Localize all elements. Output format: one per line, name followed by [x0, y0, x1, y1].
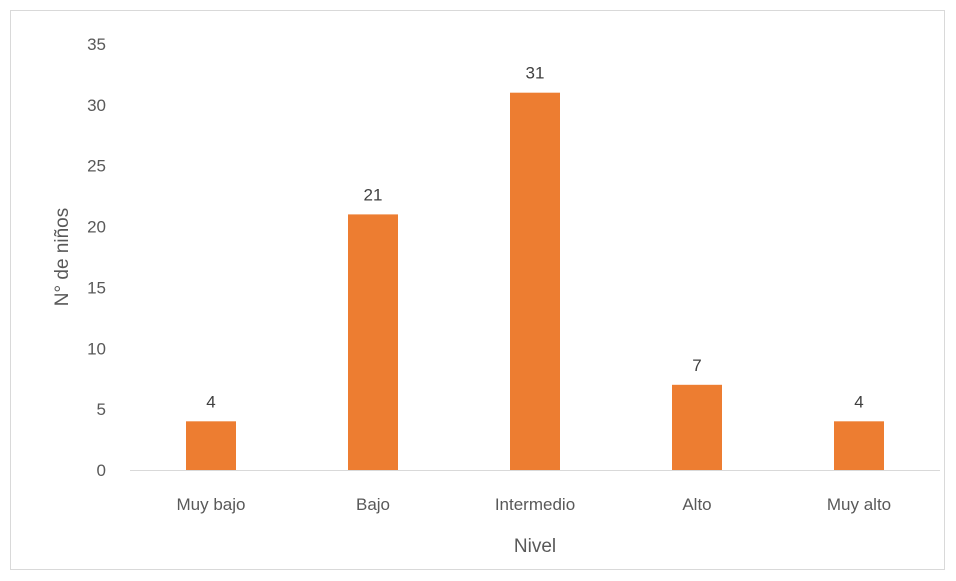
bar	[510, 92, 560, 470]
x-tick-label: Intermedio	[495, 495, 575, 514]
chart-frame	[10, 10, 945, 570]
y-tick-label: 25	[87, 157, 106, 176]
bar	[834, 421, 884, 470]
y-tick-label: 10	[87, 339, 106, 358]
data-label: 4	[854, 392, 863, 411]
data-label: 21	[364, 185, 383, 204]
x-tick-label: Alto	[682, 495, 711, 514]
x-tick-label: Muy bajo	[177, 495, 246, 514]
x-axis-ticks: Muy bajo Bajo Intermedio Alto Muy alto	[177, 495, 892, 514]
y-tick-label: 30	[87, 96, 106, 115]
bar	[348, 214, 398, 470]
y-tick-label: 15	[87, 278, 106, 297]
bars	[186, 92, 884, 470]
bar	[672, 384, 722, 470]
y-tick-label: 20	[87, 218, 106, 237]
bar	[186, 421, 236, 470]
y-axis-title: N° de niños	[52, 208, 73, 306]
data-label: 4	[206, 392, 215, 411]
y-tick-label: 5	[97, 400, 106, 419]
y-tick-label: 35	[87, 35, 106, 54]
y-axis-ticks: 0 5 10 15 20 25 30 35	[87, 35, 106, 480]
data-labels: 4 21 31 7 4	[206, 64, 863, 412]
y-tick-label: 0	[97, 461, 106, 480]
data-label: 31	[526, 64, 545, 83]
x-tick-label: Bajo	[356, 495, 390, 514]
x-axis-title: Nivel	[514, 536, 556, 557]
data-label: 7	[692, 356, 701, 375]
x-tick-label: Muy alto	[827, 495, 891, 514]
